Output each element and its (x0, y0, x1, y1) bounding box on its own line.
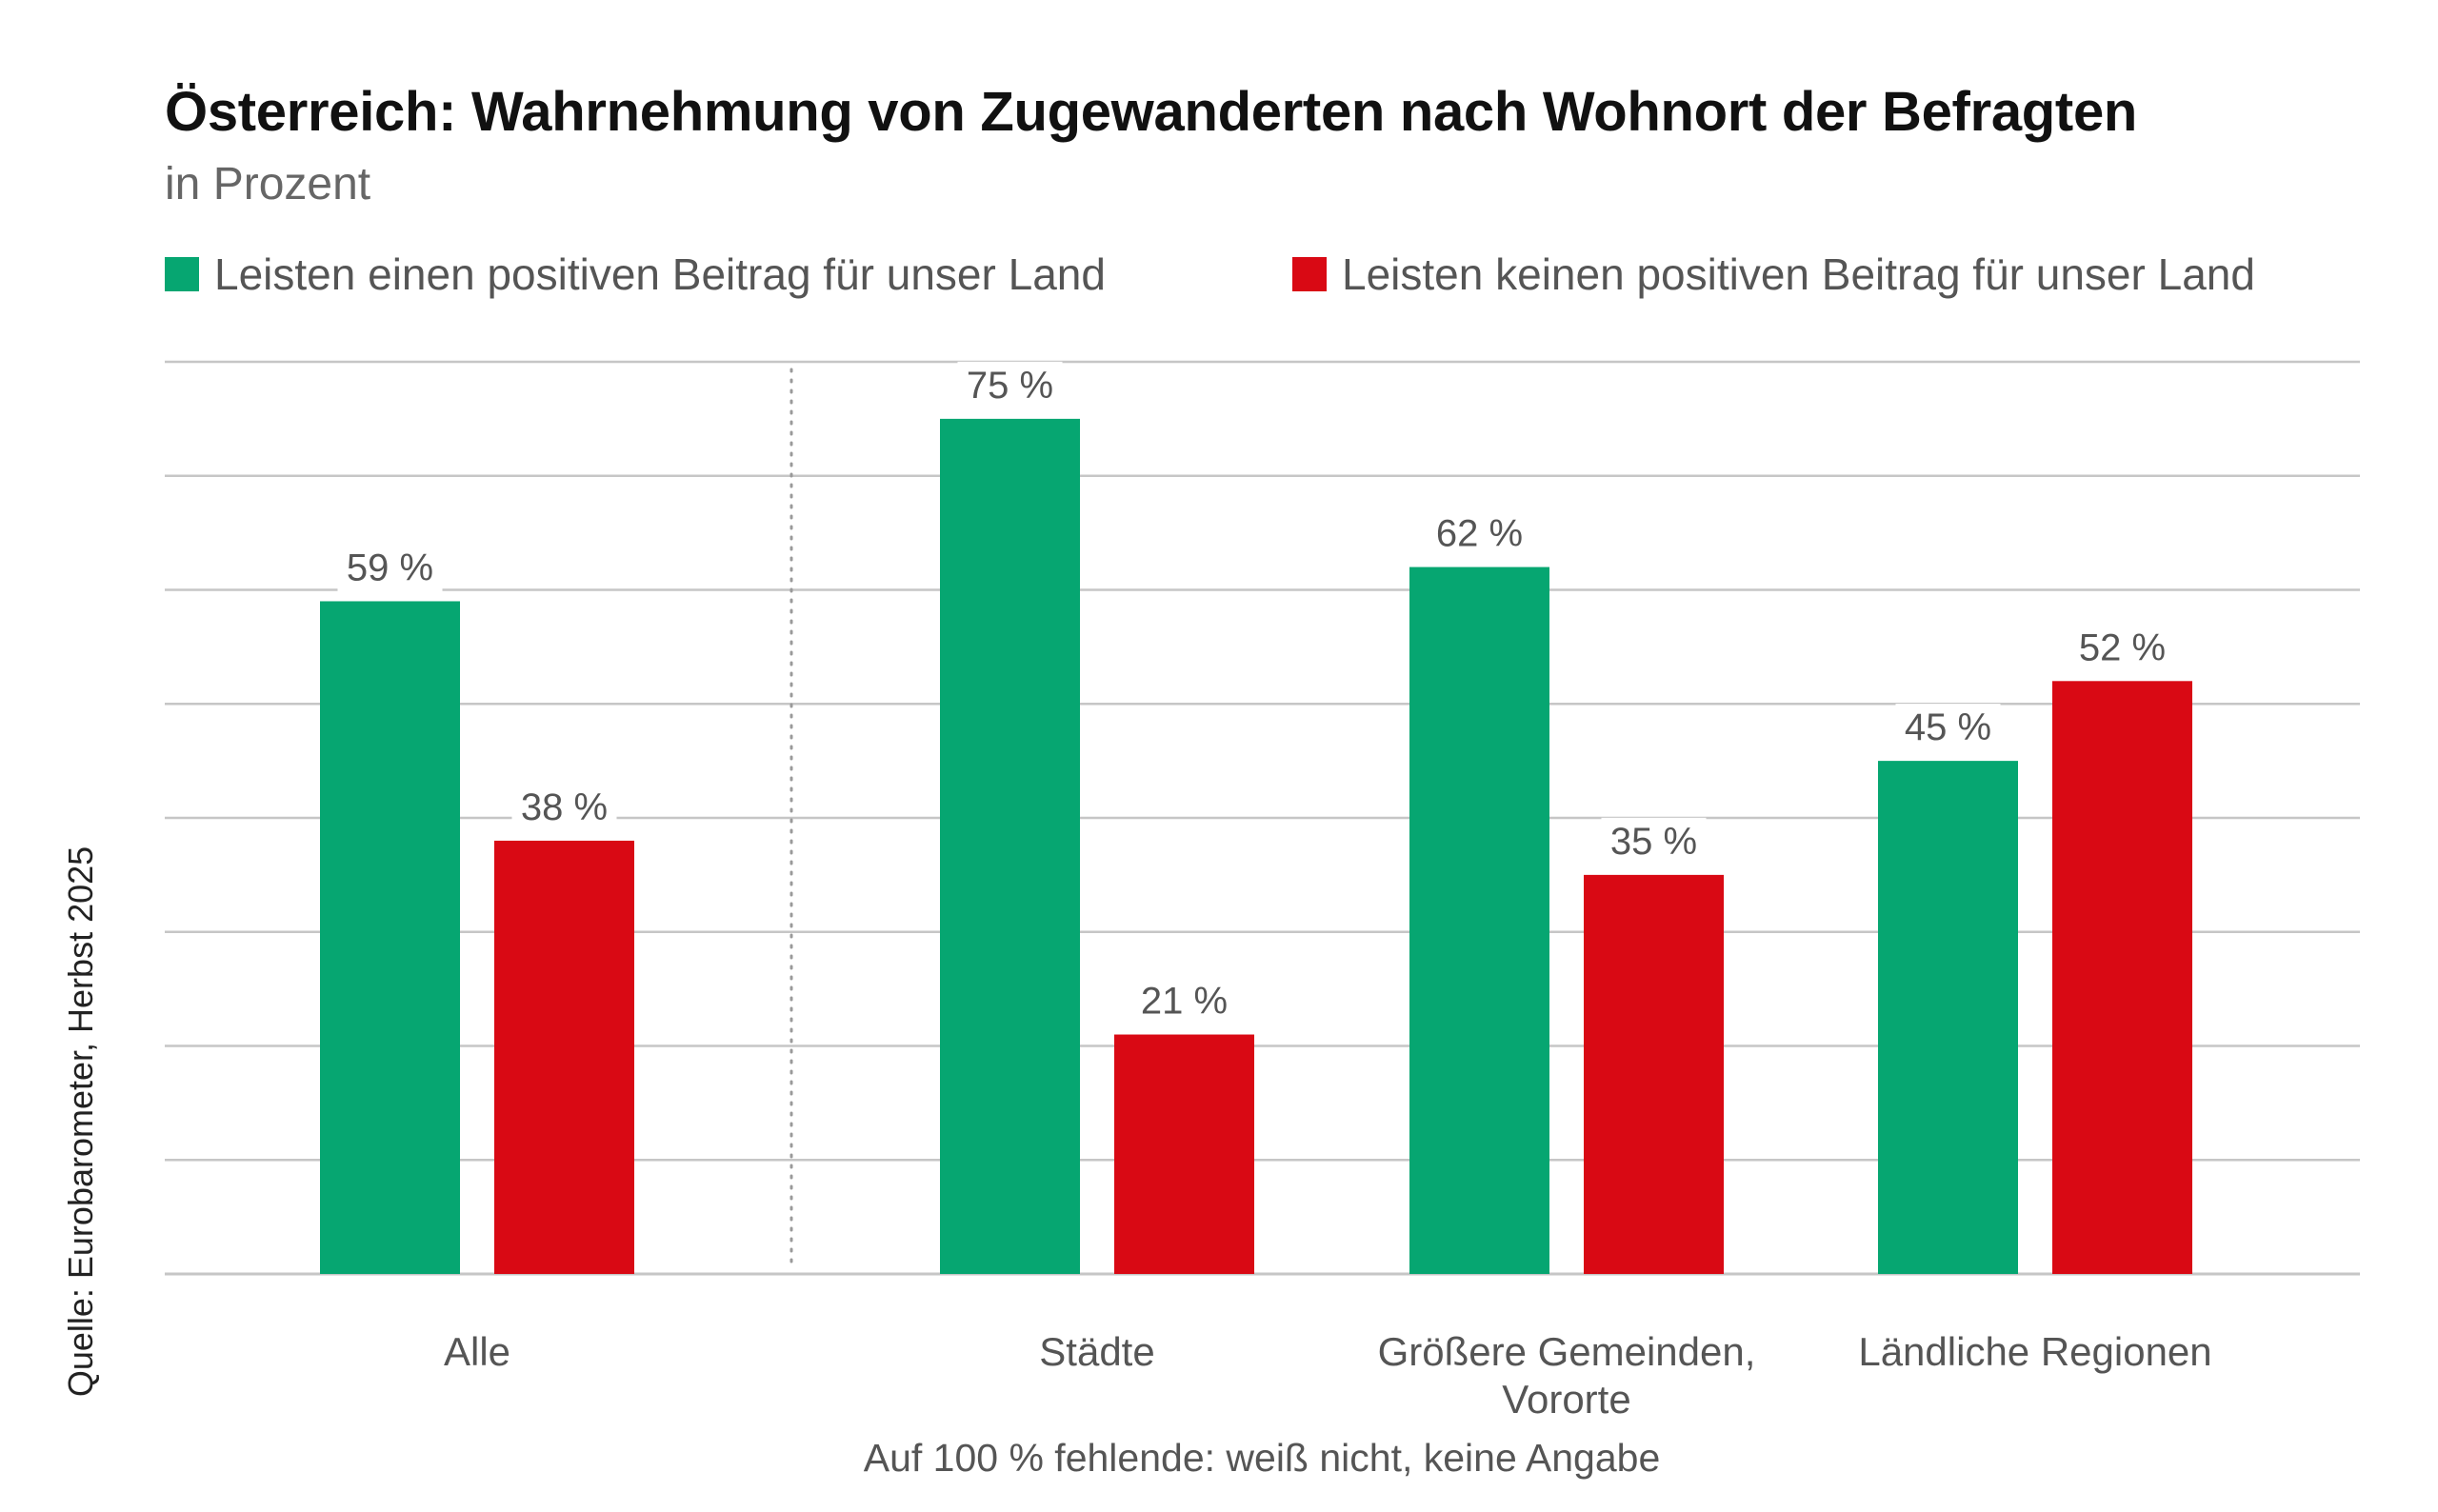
bar-value-label-1-1: 21 % (1141, 981, 1228, 1023)
bar-negative-0 (494, 841, 634, 1274)
bar-chart: 59 % 75 % 62 % 45 % 38 % 21 % 35 % 52 % Alle Städ… (0, 0, 2438, 1512)
category-label-2-line-1: Vororte (1502, 1377, 1630, 1422)
bar-value-label-1-3: 52 % (2079, 627, 2166, 668)
category-label-1: Städte (1039, 1329, 1154, 1374)
source-note: Quelle: Eurobarometer, Herbst 2025 (61, 846, 101, 1397)
bar-positive-3 (1878, 761, 2018, 1274)
footnote: Auf 100 % fehlende: weiß nicht, keine An… (864, 1436, 1661, 1481)
category-label-2-line-0: Größere Gemeinden, (1378, 1329, 1756, 1374)
bar-positive-2 (1409, 567, 1549, 1274)
bar-value-label-0-1: 75 % (967, 365, 1053, 407)
bar-negative-3 (2052, 681, 2192, 1274)
bar-value-label-1-2: 35 % (1610, 821, 1697, 863)
bar-value-label-0-0: 59 % (347, 547, 433, 588)
bar-value-label-1-0: 38 % (521, 786, 608, 828)
bar-positive-0 (320, 601, 460, 1274)
bar-positive-1 (940, 419, 1080, 1274)
bar-value-label-0-3: 45 % (1905, 706, 1991, 748)
category-label-3: Ländliche Regionen (1858, 1329, 2211, 1374)
bar-value-label-0-2: 62 % (1436, 513, 1523, 555)
bar-negative-1 (1114, 1035, 1254, 1274)
category-label-0: Alle (444, 1329, 510, 1374)
bar-negative-2 (1584, 875, 1724, 1274)
